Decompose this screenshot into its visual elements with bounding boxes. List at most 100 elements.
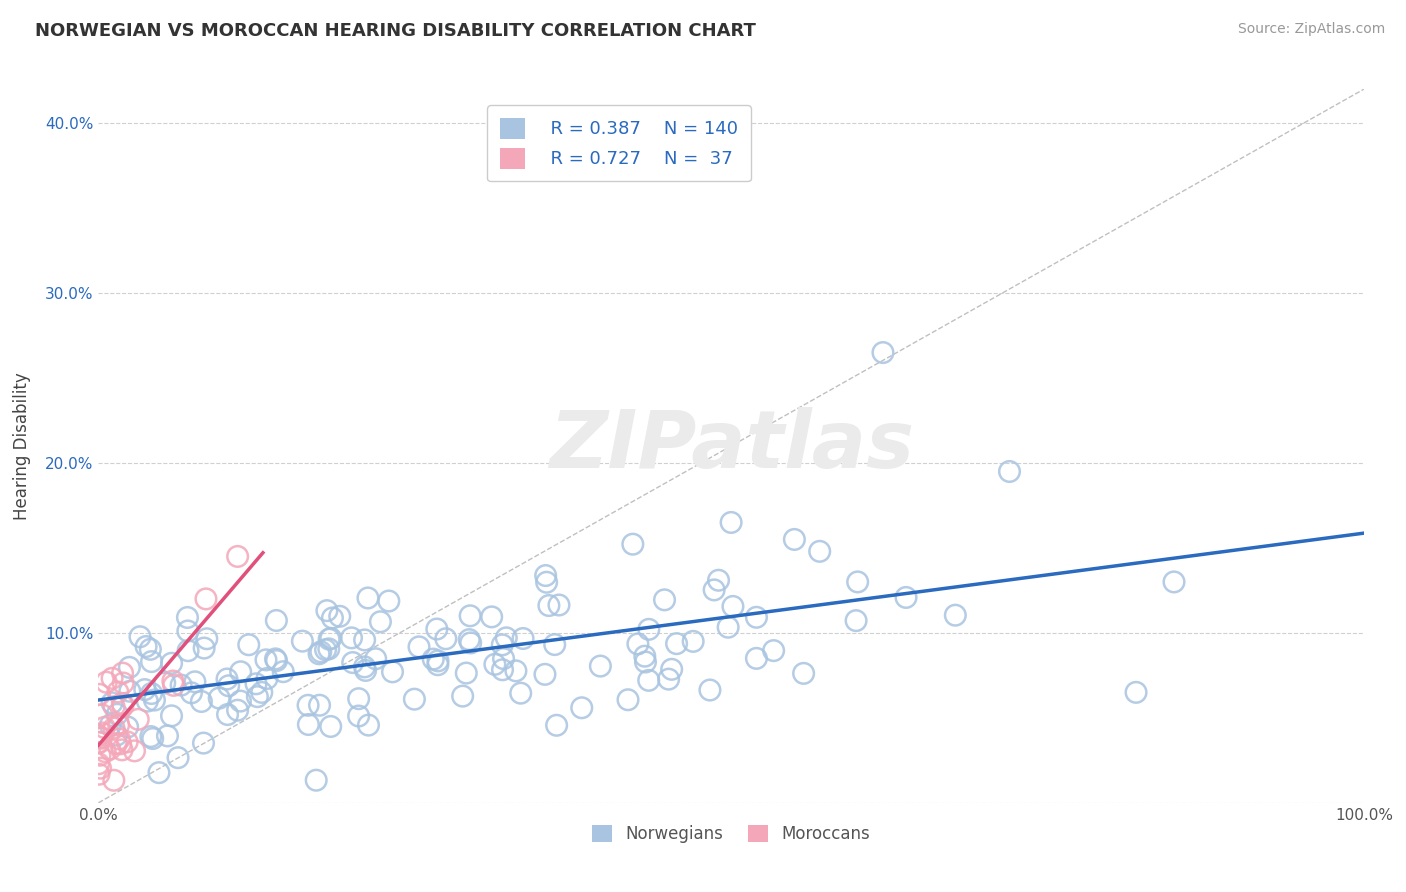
- Point: [491, 663, 513, 677]
- Point: [291, 634, 314, 648]
- Point: [621, 537, 644, 551]
- Point: [357, 591, 380, 605]
- Point: [245, 677, 267, 691]
- Point: [720, 516, 742, 530]
- Point: [492, 651, 515, 665]
- Point: [229, 665, 252, 679]
- Point: [353, 660, 375, 674]
- Point: [246, 690, 269, 704]
- Point: [105, 728, 128, 742]
- Point: [141, 655, 163, 669]
- Point: [481, 610, 503, 624]
- Point: [139, 642, 162, 657]
- Point: [98, 742, 121, 756]
- Point: [115, 735, 138, 749]
- Point: [160, 657, 183, 671]
- Point: [308, 698, 330, 713]
- Point: [426, 657, 449, 672]
- Point: [156, 729, 179, 743]
- Point: [699, 683, 721, 698]
- Point: [534, 667, 557, 681]
- Point: [297, 717, 319, 731]
- Point: [308, 647, 330, 661]
- Point: [87, 756, 110, 771]
- Point: [89, 731, 111, 745]
- Point: [505, 664, 527, 678]
- Point: [315, 642, 337, 657]
- Point: [94, 745, 117, 759]
- Point: [148, 765, 170, 780]
- Point: [134, 682, 156, 697]
- Point: [91, 726, 114, 740]
- Point: [316, 604, 339, 618]
- Text: NORWEGIAN VS MOROCCAN HEARING DISABILITY CORRELATION CHART: NORWEGIAN VS MOROCCAN HEARING DISABILITY…: [35, 22, 756, 40]
- Point: [264, 652, 287, 666]
- Point: [534, 568, 557, 582]
- Point: [177, 643, 200, 657]
- Point: [136, 694, 159, 708]
- Point: [110, 737, 132, 751]
- Point: [434, 632, 457, 646]
- Point: [89, 687, 111, 701]
- Point: [721, 599, 744, 614]
- Point: [381, 665, 404, 679]
- Point: [426, 622, 449, 636]
- Point: [87, 729, 110, 743]
- Point: [571, 700, 593, 714]
- Point: [894, 591, 917, 605]
- Point: [634, 655, 657, 669]
- Text: ZIPatlas: ZIPatlas: [548, 407, 914, 485]
- Point: [340, 631, 363, 645]
- Point: [654, 592, 676, 607]
- Point: [194, 591, 218, 606]
- Point: [103, 773, 125, 788]
- Point: [364, 652, 387, 666]
- Point: [256, 672, 278, 686]
- Point: [103, 721, 125, 735]
- Point: [162, 673, 184, 688]
- Point: [90, 761, 112, 775]
- Point: [135, 640, 157, 654]
- Point: [215, 672, 238, 686]
- Point: [309, 645, 332, 659]
- Point: [793, 666, 815, 681]
- Point: [745, 651, 768, 665]
- Point: [1163, 574, 1185, 589]
- Point: [96, 675, 118, 690]
- Point: [111, 698, 134, 713]
- Point: [190, 694, 212, 708]
- Point: [177, 624, 200, 638]
- Point: [717, 620, 740, 634]
- Point: [217, 707, 239, 722]
- Point: [139, 730, 162, 744]
- Point: [218, 679, 240, 693]
- Point: [118, 660, 141, 674]
- Point: [808, 544, 831, 558]
- Point: [404, 692, 426, 706]
- Point: [101, 696, 124, 710]
- Point: [112, 676, 135, 690]
- Point: [451, 689, 474, 703]
- Point: [347, 709, 370, 723]
- Point: [266, 614, 288, 628]
- Point: [117, 720, 139, 734]
- Point: [707, 574, 730, 588]
- Point: [193, 736, 215, 750]
- Point: [176, 610, 198, 624]
- Point: [111, 697, 134, 711]
- Point: [783, 533, 806, 547]
- Point: [634, 649, 657, 664]
- Point: [665, 637, 688, 651]
- Point: [143, 693, 166, 707]
- Point: [745, 610, 768, 624]
- Point: [195, 632, 218, 646]
- Point: [266, 654, 288, 668]
- Point: [142, 731, 165, 746]
- Point: [456, 666, 478, 681]
- Point: [422, 652, 444, 666]
- Point: [458, 632, 481, 647]
- Point: [846, 574, 869, 589]
- Point: [427, 654, 450, 668]
- Point: [153, 676, 176, 690]
- Point: [347, 691, 370, 706]
